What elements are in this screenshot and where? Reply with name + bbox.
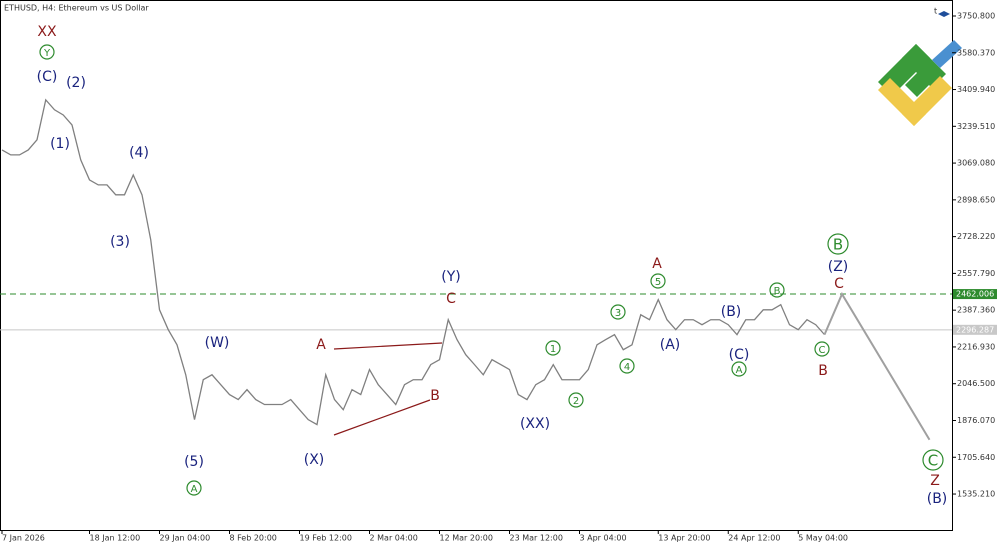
wave-label: Y	[43, 48, 51, 59]
wave-label: (2)	[66, 75, 86, 91]
y-tick-label: 3239.510	[957, 122, 995, 131]
wave-circle	[769, 282, 785, 298]
wave-label: A	[652, 256, 662, 272]
x-tick-label: 24 Apr 12:00	[728, 534, 780, 543]
x-tick-label: 8 Feb 20:00	[230, 534, 277, 543]
y-tick-label: 1876.070	[957, 416, 995, 425]
wave-label: B	[430, 388, 440, 404]
y-tick-label: 2557.790	[957, 269, 995, 278]
plot-border	[0, 0, 953, 531]
trend-line	[333, 342, 443, 350]
wave-label: (X)	[304, 452, 325, 468]
forecast-line	[823, 291, 931, 441]
wave-circle	[545, 340, 561, 356]
price-line	[1, 98, 825, 426]
wave-circle	[619, 358, 635, 374]
wave-circle	[610, 304, 626, 320]
wave-label: (5)	[184, 454, 204, 470]
x-tick-label: 19 Feb 12:00	[300, 534, 352, 543]
price-level-label: 2296.287	[956, 325, 994, 334]
x-tick-label: 5 May 04:00	[798, 534, 848, 543]
x-tick-label: 29 Jan 04:00	[160, 534, 211, 543]
wave-label: (Y)	[441, 269, 460, 285]
x-tick-label: 13 Apr 20:00	[658, 534, 710, 543]
icon: t	[934, 7, 937, 16]
wave-label: C	[928, 452, 938, 470]
price-level-box	[953, 324, 997, 335]
y-tick-label: 1705.640	[957, 453, 995, 462]
wave-label: (Z)	[828, 259, 849, 275]
wave-label: B	[774, 286, 781, 297]
y-tick-label: 2387.360	[957, 306, 995, 315]
wave-circle	[568, 392, 584, 408]
y-tick-label: 3409.940	[957, 85, 995, 94]
price-level-box	[953, 289, 997, 300]
wave-label: B	[818, 363, 828, 379]
wave-label: XX	[37, 24, 57, 40]
wave-circle	[650, 273, 666, 289]
wave-circle	[827, 233, 849, 255]
y-tick-label: 2216.930	[957, 342, 995, 351]
wave-label: (W)	[205, 335, 230, 351]
wave-label: (3)	[110, 234, 130, 250]
wave-label: 1	[550, 344, 556, 355]
wave-label: Z	[930, 473, 940, 489]
wave-circle	[186, 480, 202, 496]
wave-label: (4)	[129, 145, 149, 161]
wave-label: (B)	[721, 304, 742, 320]
wave-circle	[39, 44, 55, 60]
logo	[878, 40, 962, 126]
x-tick-label: 18 Jan 12:00	[90, 534, 141, 543]
x-tick-label: 7 Jan 2026	[2, 534, 45, 543]
y-tick-label: 3069.080	[957, 159, 995, 168]
y-tick-label: 2898.650	[957, 195, 995, 204]
wave-label: A	[316, 337, 326, 353]
wave-label: 3	[615, 308, 621, 319]
wave-label: C	[446, 291, 456, 307]
y-tick-label: 1535.210	[957, 490, 995, 499]
wave-label: (C)	[37, 69, 58, 85]
wave-circle	[814, 341, 830, 357]
x-tick-label: 3 Apr 04:00	[580, 534, 627, 543]
price-level-label: 2462.006	[956, 290, 994, 299]
wave-label: C	[834, 276, 844, 292]
icon	[938, 11, 950, 17]
wave-label: C	[819, 345, 826, 356]
wave-label: (C)	[729, 347, 750, 363]
wave-label: (1)	[50, 136, 70, 152]
wave-label: 5	[655, 277, 661, 288]
trend-line	[333, 399, 431, 436]
chart-title: ETHUSD, H4: Ethereum vs US Dollar	[4, 4, 149, 13]
x-tick-label: 23 Mar 12:00	[510, 534, 563, 543]
wave-label: B	[833, 236, 843, 254]
wave-label: (A)	[660, 337, 681, 353]
wave-label: A	[736, 365, 743, 376]
y-tick-label: 3750.800	[957, 11, 995, 20]
x-tick-label: 2 Mar 04:00	[370, 534, 418, 543]
y-tick-label: 3580.370	[957, 48, 995, 57]
y-tick-label: 2728.220	[957, 232, 995, 241]
wave-circle	[731, 361, 747, 377]
wave-label: (B)	[927, 491, 948, 507]
wave-label: 4	[624, 362, 630, 373]
wave-label: 2	[573, 396, 579, 407]
wave-circle	[922, 449, 944, 471]
wave-label: (XX)	[520, 416, 550, 432]
x-tick-label: 12 Mar 20:00	[440, 534, 493, 543]
y-tick-label: 2046.500	[957, 379, 995, 388]
wave-label: A	[191, 484, 198, 495]
